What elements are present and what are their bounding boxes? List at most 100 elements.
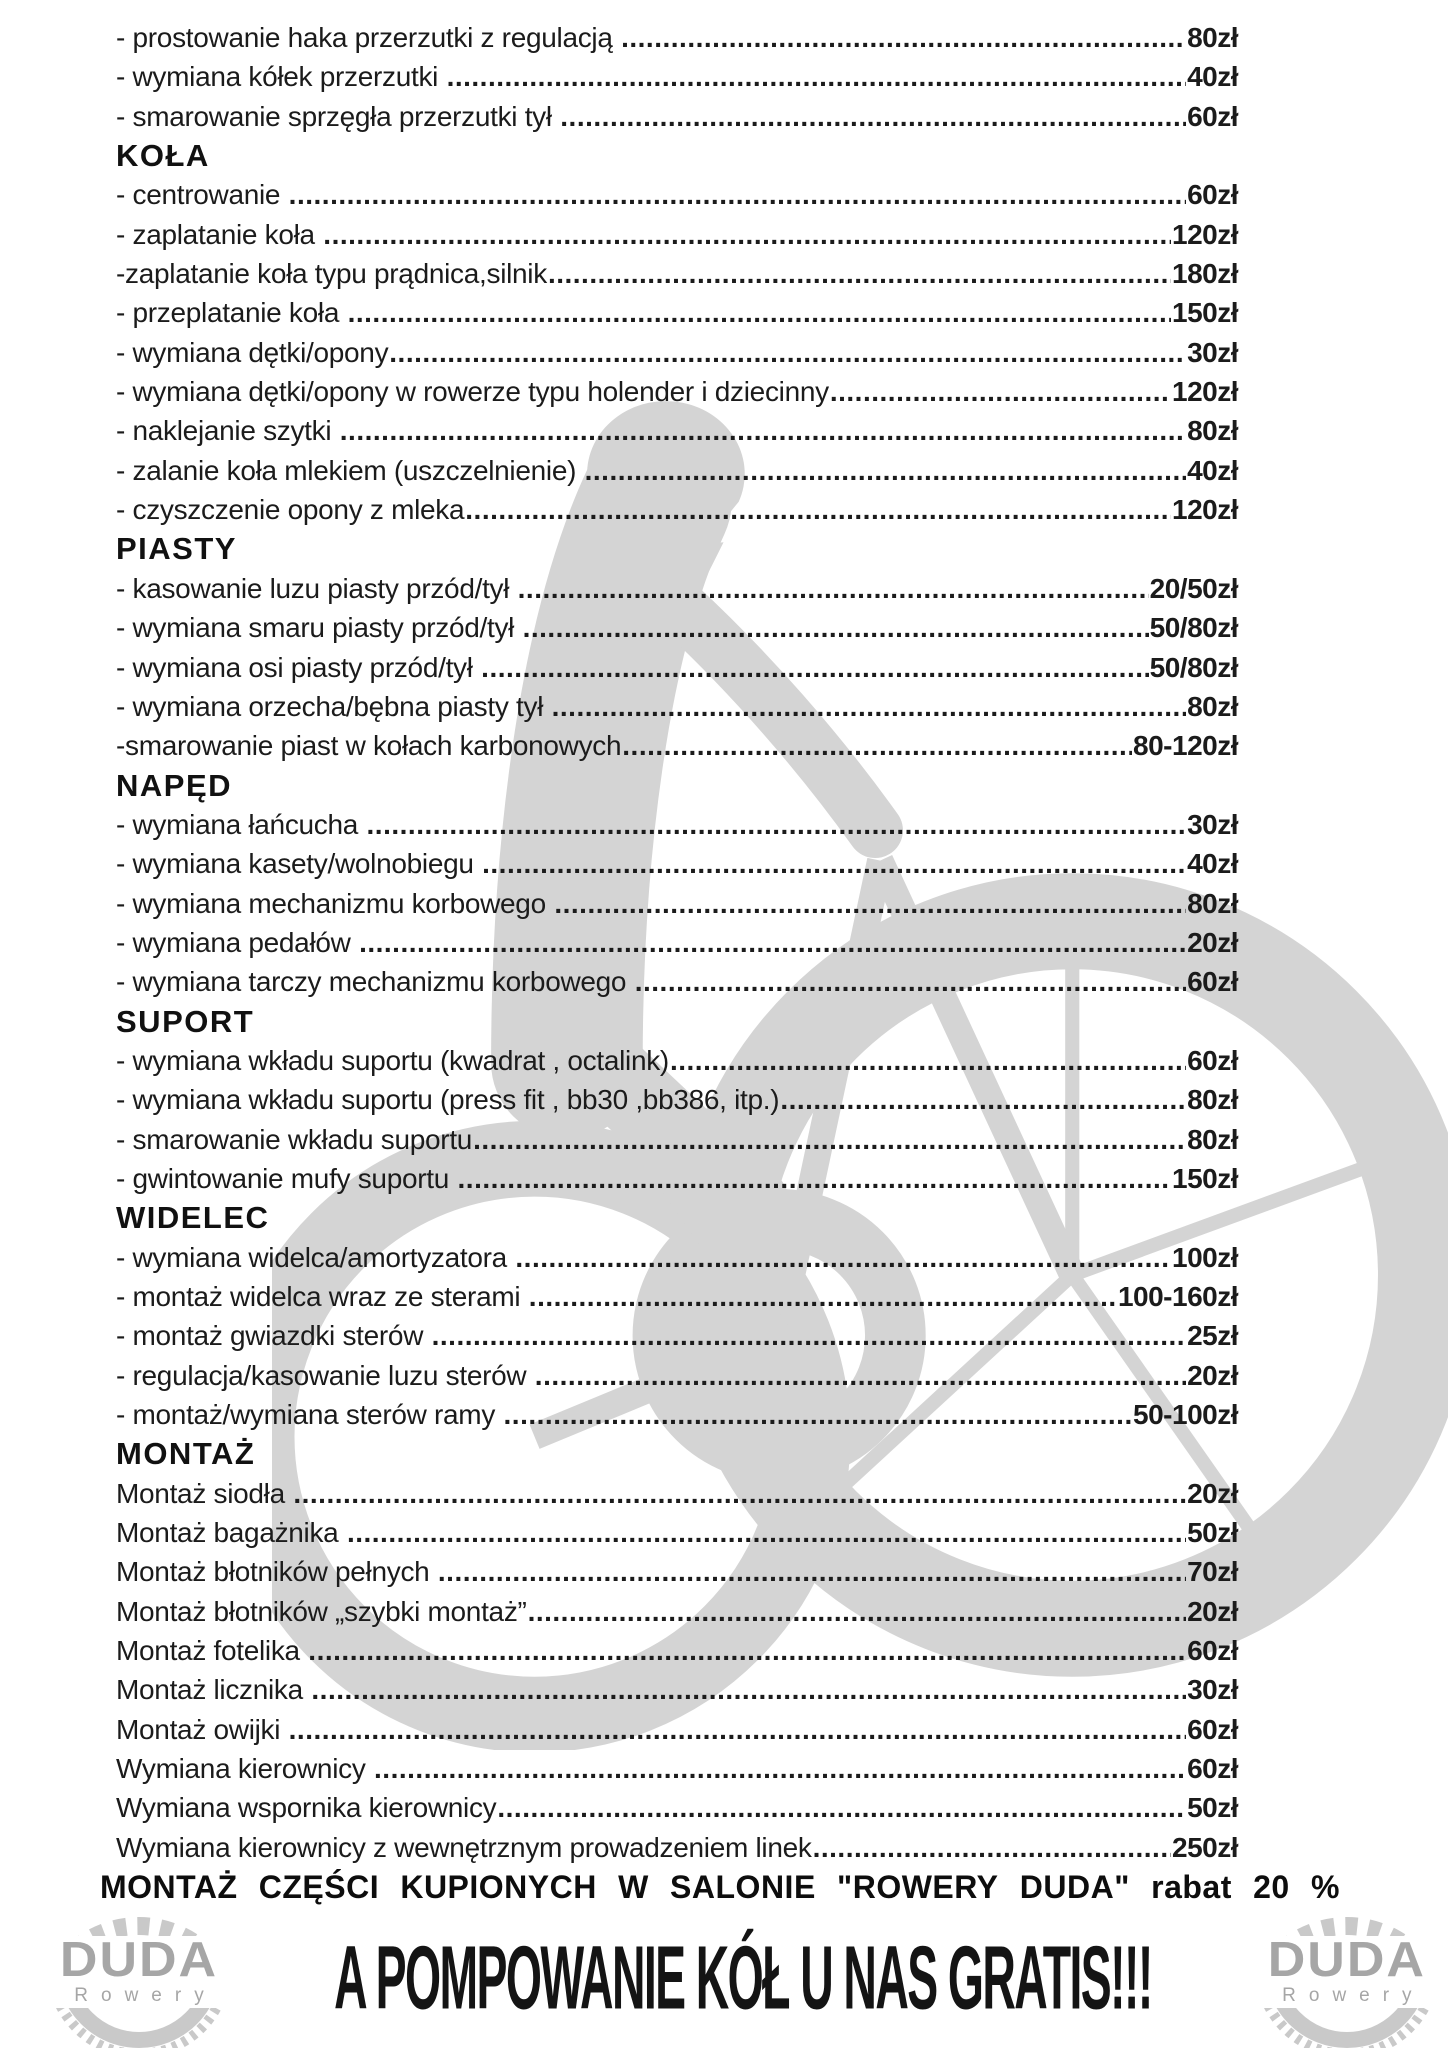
service-price: 80zł bbox=[1187, 1123, 1238, 1155]
service-price: 120zł bbox=[1172, 376, 1239, 408]
footer-banner: DUDA Rowery A POMPOWANIE KÓŁ U NAS GRATI… bbox=[0, 1908, 1448, 2048]
price-row: - wymiana orzecha/bębna piasty tył .....… bbox=[116, 687, 1238, 726]
price-row: Wymiana wspornika kierownicy............… bbox=[116, 1788, 1238, 1827]
dot-leader: ........................................… bbox=[634, 966, 1186, 998]
dot-leader: ........................................… bbox=[446, 61, 1187, 93]
price-row: Montaż fotelika ........................… bbox=[116, 1631, 1238, 1670]
price-row: - wymiana widelca/amortyzatora .........… bbox=[116, 1238, 1239, 1277]
dot-leader: ........................................… bbox=[560, 100, 1186, 132]
service-price: 70zł bbox=[1187, 1556, 1238, 1588]
price-row: Montaż licznika ........................… bbox=[116, 1670, 1238, 1709]
dot-leader: ........................................… bbox=[503, 1399, 1133, 1431]
service-label: - naklejanie szytki bbox=[116, 415, 339, 447]
price-row: - czyszczenie opony z mleka.............… bbox=[116, 490, 1239, 529]
service-price: 150zł bbox=[1172, 297, 1239, 329]
service-label: - prostowanie haka przerzutki z regulacj… bbox=[116, 22, 621, 53]
service-price: 60zł bbox=[1187, 100, 1238, 132]
price-row: Montaż błotników pełnych ...............… bbox=[116, 1552, 1238, 1591]
service-label: - zaplatanie koła bbox=[116, 218, 323, 250]
service-price: 30zł bbox=[1187, 336, 1238, 368]
service-label: - wymiana tarczy mechanizmu korbowego bbox=[116, 966, 634, 998]
section-header: MONTAŻ bbox=[116, 1436, 256, 1472]
discount-note: MONTAŻ CZĘŚCI KUPIONYCH W SALONIE "ROWERY DUDA… bbox=[100, 1864, 1340, 1910]
price-list: - prostowanie haka przerzutki z regulacj… bbox=[116, 18, 1239, 1867]
dot-leader: ........................................… bbox=[323, 218, 1171, 250]
service-label: - montaż/wymiana sterów ramy bbox=[116, 1399, 503, 1431]
service-price: 30zł bbox=[1187, 1674, 1238, 1706]
service-label: - wymiana kasety/wolnobiegu bbox=[116, 848, 482, 880]
price-row: - montaż/wymiana sterów ramy ...........… bbox=[116, 1395, 1238, 1434]
dot-leader: ........................................… bbox=[515, 1241, 1171, 1273]
dot-leader: ........................................… bbox=[431, 1320, 1186, 1352]
price-row: Wymiana kierownicy z wewnętrznym prowadz… bbox=[116, 1828, 1239, 1867]
dot-leader: ........................................… bbox=[534, 1359, 1186, 1391]
dot-leader: ........................................… bbox=[517, 572, 1149, 604]
dot-leader: ........................................… bbox=[554, 887, 1186, 919]
service-price: 25zł bbox=[1187, 1320, 1238, 1352]
dot-leader: ........................................… bbox=[437, 1556, 1186, 1588]
service-label: - zalanie koła mlekiem (uszczelnienie) bbox=[116, 454, 584, 486]
service-label: - wymiana pedałów bbox=[116, 926, 359, 958]
dot-leader: ........................................… bbox=[389, 336, 1187, 368]
discount-word: MONTAŻ bbox=[100, 1869, 238, 1905]
discount-word: SALONIE bbox=[670, 1869, 816, 1905]
dot-leader: ........................................… bbox=[308, 1635, 1186, 1667]
price-row: - zalanie koła mlekiem (uszczelnienie) .… bbox=[116, 451, 1238, 490]
service-price: 40zł bbox=[1187, 61, 1238, 93]
dot-leader: ........................................… bbox=[522, 612, 1149, 644]
discount-word: "ROWERY bbox=[837, 1869, 999, 1905]
service-price: 100-160zł bbox=[1117, 1281, 1239, 1312]
dot-leader: ........................................… bbox=[527, 1595, 1187, 1627]
dot-leader: ........................................… bbox=[374, 1753, 1186, 1785]
service-label: Montaż błotników „szybki montaż” bbox=[116, 1595, 527, 1627]
dot-leader: ........................................… bbox=[669, 1044, 1187, 1076]
price-row: - wymiana łańcucha .....................… bbox=[116, 805, 1238, 844]
service-price: 100zł bbox=[1172, 1241, 1239, 1273]
price-row: - wymiana wkładu suportu (kwadrat , octa… bbox=[116, 1041, 1238, 1080]
dot-leader: ........................................… bbox=[551, 690, 1187, 722]
dot-leader: ........................................… bbox=[311, 1674, 1186, 1706]
price-row: Montaż błotników „szybki montaż”........… bbox=[116, 1592, 1238, 1631]
service-label: - wymiana łańcucha bbox=[116, 808, 366, 840]
dot-leader: ........................................… bbox=[346, 1517, 1186, 1549]
duda-logo-left: DUDA Rowery bbox=[46, 1896, 232, 2048]
price-row: - wymiana osi piasty przód/tył .........… bbox=[116, 648, 1239, 687]
chainring-bottom-icon bbox=[56, 2008, 222, 2048]
service-price: 60zł bbox=[1187, 179, 1238, 211]
service-label: - wymiana dętki/opony w rowerze typu hol… bbox=[116, 376, 829, 408]
logo-sub: Rowery bbox=[1282, 1985, 1425, 2006]
service-price: 40zł bbox=[1187, 848, 1238, 880]
service-price: 180zł bbox=[1172, 258, 1239, 290]
price-row: - wymiana wkładu suportu (press fit , bb… bbox=[116, 1080, 1238, 1119]
service-label: - kasowanie luzu piasty przód/tył bbox=[116, 572, 517, 604]
service-label: -zaplatanie koła typu prądnica,silnik bbox=[116, 258, 547, 290]
service-price: 120zł bbox=[1172, 494, 1239, 526]
dot-leader: ........................................… bbox=[621, 22, 1186, 53]
dot-leader: ........................................… bbox=[288, 1713, 1186, 1745]
service-label: - smarowanie wkładu suportu bbox=[116, 1123, 473, 1155]
price-row: - wymiana kółek przerzutki .............… bbox=[116, 57, 1238, 96]
logo-sub: Rowery bbox=[74, 1985, 217, 2006]
service-label: - centrowanie bbox=[116, 179, 288, 211]
dot-leader: ........................................… bbox=[465, 494, 1171, 526]
dot-leader: ........................................… bbox=[288, 179, 1186, 211]
dot-leader: ........................................… bbox=[547, 258, 1171, 290]
dot-leader: ........................................… bbox=[339, 415, 1186, 447]
service-label: - przeplatanie koła bbox=[116, 297, 347, 329]
service-label: - wymiana dętki/opony bbox=[116, 336, 389, 368]
dot-leader: ........................................… bbox=[622, 730, 1133, 762]
service-label: Wymiana kierownicy z wewnętrznym prowadz… bbox=[116, 1831, 812, 1863]
service-label: - smarowanie sprzęgła przerzutki tył bbox=[116, 100, 560, 132]
discount-word: CZĘŚCI bbox=[258, 1869, 380, 1905]
price-row: - smarowanie wkładu suportu.............… bbox=[116, 1120, 1238, 1159]
service-price: 20zł bbox=[1187, 1477, 1238, 1509]
promo-text: A POMPOWANIE KÓŁ U NAS GRATIS!!! bbox=[334, 1927, 1153, 2029]
discount-word: DUDA" bbox=[1019, 1869, 1130, 1905]
dot-leader: ........................................… bbox=[584, 454, 1187, 486]
price-row: - prostowanie haka przerzutki z regulacj… bbox=[116, 18, 1238, 57]
service-label: - wymiana wkładu suportu (press fit , bb… bbox=[116, 1084, 780, 1116]
cyclist-watermark bbox=[272, 401, 1448, 1750]
service-label: - gwintowanie mufy suportu bbox=[116, 1162, 457, 1194]
price-row: - kasowanie luzu piasty przód/tył ......… bbox=[116, 569, 1239, 608]
service-price: 150zł bbox=[1172, 1162, 1239, 1194]
